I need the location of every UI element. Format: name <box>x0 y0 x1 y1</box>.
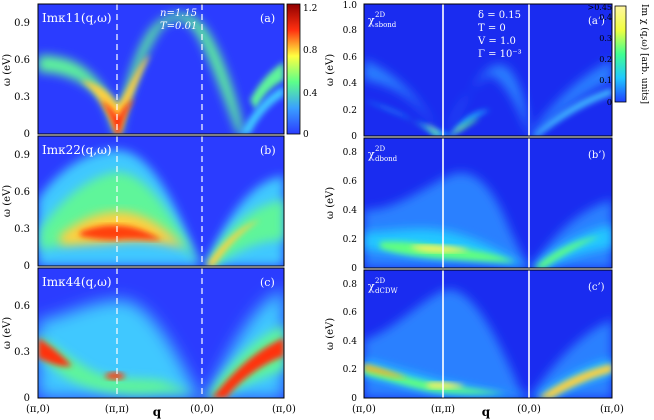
panel-b2-label: (b’) <box>588 150 605 161</box>
panel-c-ytick-1: 0.3 <box>14 347 30 358</box>
right-colorbar-tick-2: 0.2 <box>599 55 612 64</box>
panel-c2-ytick-0: 0 <box>351 394 357 404</box>
panel-a2-ytick-1: 0.2 <box>343 106 357 116</box>
panel-a-title: Imκ11(q,ω) <box>42 11 112 25</box>
panel-b2-title-sub: dbond <box>375 155 398 163</box>
left-colorbar-tick-2: 0.8 <box>303 46 318 56</box>
panel-a-ytick-0: 0 <box>24 129 30 140</box>
panel-c2-title-sup: 2D <box>375 277 385 285</box>
panel-a2-ylabel: ω (eV) <box>325 54 336 86</box>
panel-a-param-n: n=1.15 <box>160 8 197 19</box>
panel-c-title: Imκ44(q,ω) <box>42 275 112 289</box>
panel-a2-param-3: Γ = 10⁻³ <box>478 49 522 60</box>
panel-c-ytick-0: 0 <box>24 393 30 404</box>
panel-a-ytick-1: 0.3 <box>14 92 30 103</box>
right-colorbar-tick-5: >0.45 <box>587 3 612 12</box>
left-colorbar-tick-1: 0.4 <box>303 89 318 99</box>
panel-c-label: (c) <box>260 276 275 289</box>
panel-a2: χ 2D sbond δ = 0.15 T = 0 V = 1.0 Γ = 10… <box>325 1 612 142</box>
right-colorbar-label: Im χ (q,ω) [arb. units] <box>639 4 650 104</box>
left-xtick-2: (0,0) <box>190 404 214 415</box>
panel-b2-ytick-4: 0.8 <box>343 148 358 158</box>
panel-a2-param-0: δ = 0.15 <box>478 10 521 21</box>
panel-b-yticks: 0 0.3 0.6 0.9 <box>14 150 30 272</box>
panel-c-ytick-2: 0.6 <box>14 301 30 312</box>
left-xlabel: q <box>153 405 162 419</box>
right-xlabel: q <box>482 405 491 419</box>
panel-b: Imκ22(q,ω) (b) 0 0.3 0.6 0.9 ω (eV) <box>2 136 284 272</box>
panel-c2: χ 2D dCDW (c’) 0 0.2 0.4 0.6 0.8 ω (eV) <box>325 270 612 404</box>
panel-a2-ytick-2: 0.4 <box>343 79 358 89</box>
panel-c-ylabel: ω (eV) <box>2 317 13 349</box>
panel-b2-ytick-1: 0.2 <box>343 235 357 245</box>
right-xticks: (π,0) (π,π) (0,0) (π,0) q <box>352 404 624 419</box>
panel-a2-ytick-5: 1.0 <box>343 1 358 11</box>
panel-c2-title-main: χ <box>368 280 375 293</box>
panel-a-ylabel: ω (eV) <box>2 54 13 86</box>
panel-b2-ytick-0: 0 <box>351 264 357 274</box>
panel-a2-title-sup: 2D <box>375 11 385 19</box>
panel-a2-title-main: χ <box>368 14 375 27</box>
panel-c2-yticks: 0 0.2 0.4 0.6 0.8 <box>343 280 358 404</box>
panel-b2-title-main: χ <box>368 148 375 161</box>
panel-c2-ylabel: ω (eV) <box>325 318 336 350</box>
left-xtick-1: (π,π) <box>105 404 129 415</box>
panel-c2-ytick-4: 0.8 <box>343 280 358 290</box>
panel-a2-ytick-4: 0.8 <box>343 26 358 36</box>
panel-a2-yticks: 0 0.2 0.4 0.6 0.8 1.0 <box>343 1 358 142</box>
left-xtick-0: (π,0) <box>26 404 50 415</box>
right-colorbar-tick-1: 0.1 <box>599 76 612 85</box>
panel-a2-title-sub: sbond <box>375 21 397 29</box>
panel-a2-ytick-3: 0.6 <box>343 53 358 63</box>
panel-b2-ytick-2: 0.4 <box>343 206 358 216</box>
panel-b-ytick-2: 0.6 <box>14 187 30 198</box>
right-xtick-2: (0,0) <box>517 404 541 415</box>
panel-c-yticks: 0 0.3 0.6 <box>14 301 30 404</box>
panel-b2-title-sup: 2D <box>375 145 385 153</box>
panel-b-ylabel: ω (eV) <box>2 185 13 217</box>
panel-b-ytick-1: 0.3 <box>14 224 30 235</box>
panel-c: Imκ44(q,ω) (c) 0 0.3 0.6 ω (eV) <box>2 268 284 404</box>
panel-a-yticks: 0 0.3 0.6 0.9 <box>14 18 30 140</box>
panel-a-ytick-3: 0.9 <box>14 18 30 29</box>
panel-a2-param-2: V = 1.0 <box>477 36 516 47</box>
panel-b2-ylabel: ω (eV) <box>325 187 336 219</box>
figure: Imκ11(q,ω) n=1.15 T=0.01 (a) 0 0.3 0.6 0… <box>0 0 654 420</box>
panel-a: Imκ11(q,ω) n=1.15 T=0.01 (a) 0 0.3 0.6 0… <box>2 4 284 140</box>
panel-c2-ytick-2: 0.4 <box>343 337 358 347</box>
right-xtick-3: (π,0) <box>600 404 624 415</box>
panel-a-ytick-2: 0.6 <box>14 55 30 66</box>
left-colorbar-bar <box>287 4 300 134</box>
right-colorbar-bar <box>615 6 626 102</box>
panel-c2-title-sub: dCDW <box>375 287 398 295</box>
panel-b2: χ 2D dbond (b’) 0 0.2 0.4 0.6 0.8 ω (eV) <box>325 138 612 274</box>
panel-b2-yticks: 0 0.2 0.4 0.6 0.8 <box>343 148 358 274</box>
right-colorbar-tick-0: 0 <box>607 98 612 107</box>
panel-b-ytick-3: 0.9 <box>14 150 30 161</box>
right-colorbar-tick-3: 0.3 <box>599 34 612 43</box>
panel-b-title: Imκ22(q,ω) <box>42 143 112 157</box>
panel-a2-param-1: T = 0 <box>478 23 506 34</box>
panel-b-ytick-0: 0 <box>24 261 30 272</box>
right-xtick-0: (π,0) <box>352 404 376 415</box>
left-colorbar-tick-0: 0 <box>303 130 309 140</box>
panel-c2-ytick-3: 0.6 <box>343 308 358 318</box>
panel-b-label: (b) <box>260 144 276 157</box>
left-colorbar: 0 0.4 0.8 1.2 <box>287 4 318 140</box>
right-xtick-1: (π,π) <box>431 404 455 415</box>
panel-a-param-t: T=0.01 <box>160 21 197 32</box>
left-colorbar-tick-3: 1.2 <box>303 4 317 14</box>
panel-b2-ytick-3: 0.6 <box>343 177 358 187</box>
panel-c2-label: (c’) <box>588 282 605 293</box>
right-colorbar-tick-4: 0.4 <box>599 13 612 22</box>
panel-a2-ytick-0: 0 <box>351 132 357 142</box>
panel-a-label: (a) <box>260 12 275 25</box>
panel-c2-ytick-1: 0.2 <box>343 365 357 375</box>
left-xticks: (π,0) (π,π) (0,0) (π,0) q <box>26 404 296 419</box>
left-xtick-3: (π,0) <box>272 404 296 415</box>
